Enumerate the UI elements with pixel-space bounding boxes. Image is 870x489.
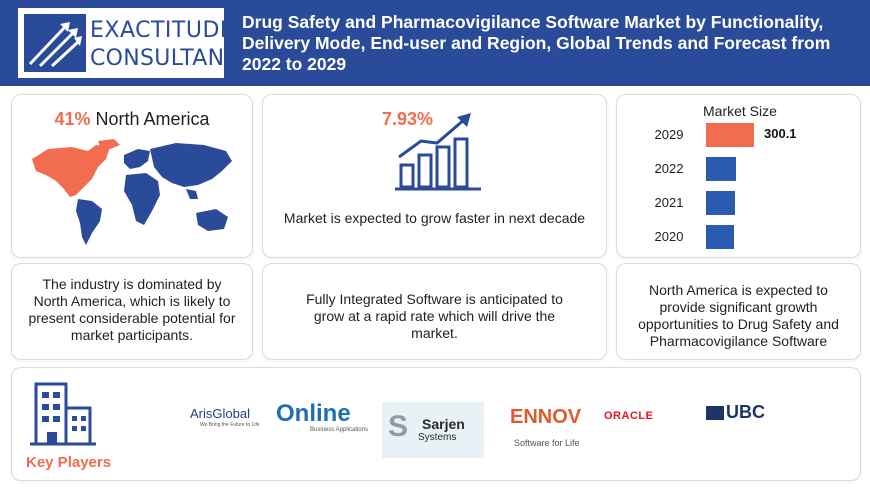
ubc-logo[interactable]: UBC [706,392,796,442]
bar-2021 [706,191,735,215]
region-share-card: 41% North America [11,94,253,258]
region-share-region: North America [95,109,210,129]
brand-name-line1: EXACTITUDE [90,18,235,43]
online-tagline: Business Applications [310,427,369,433]
sarjen-logo[interactable]: S Sarjen Systems [382,402,484,458]
cagr-value: 7.93% [382,109,434,129]
arisglobal-tagline: We Bring the Future to Life [200,422,260,428]
growth-chart-icon [395,113,481,191]
bar-2022 [706,157,736,181]
oracle-name: ORACLE [604,410,654,422]
bar-2020 [706,225,734,249]
header-banner: EXACTITUDE CONSULTANCY Drug Safety and P… [0,0,870,86]
bar-row-2021: 2021 [617,191,860,215]
bar-year-label: 2021 [654,195,684,210]
segment-card: Fully Integrated Software is anticipated… [262,263,607,360]
sarjen-s-mark: S [388,410,409,443]
building-icon [30,382,96,446]
opportunity-card: North America is expected to provide sig… [616,263,861,360]
arisglobal-name: ArisGlobal [190,406,250,421]
sarjen-tagline: Systems [418,432,457,443]
opportunity-text: North America is expected to provide sig… [638,282,839,349]
dominance-card: The industry is dominated by North Ameri… [11,263,253,360]
sarjen-name: Sarjen [422,416,465,432]
ubc-name: UBC [726,402,765,422]
world-map-icon [32,139,232,245]
growth-arrows-logo-icon [24,14,86,72]
region-share-heading: 41% North America [12,109,252,130]
brand-name-line2: CONSULTANCY [90,46,254,71]
bar-value-label: 300.1 [764,126,797,141]
page-title: Drug Safety and Pharmacovigilance Softwa… [242,12,831,74]
key-players-label: Key Players [26,454,112,471]
bar-year-label: 2022 [654,161,684,176]
ennov-name: ENNOV [510,406,582,428]
bar-row-2020: 2020 [617,225,860,249]
market-size-card: Market Size 2029 300.1 2022 2021 2020 [616,94,861,258]
online-logo[interactable]: Online Business Applications [274,392,374,442]
ennov-logo[interactable]: ENNOV Software for Life [510,400,582,460]
bar-year-label: 2020 [654,229,684,244]
key-players-card: Key Players ArisGlobal We Bring the Futu… [11,367,861,481]
bar-row-2022: 2022 [617,157,860,181]
ennov-tagline: Software for Life [514,438,580,448]
growth-caption: Market is expected to grow faster in nex… [283,210,586,226]
dominance-text: The industry is dominated by North Ameri… [28,276,236,343]
arisglobal-logo[interactable]: ArisGlobal We Bring the Future to Life [190,392,260,442]
bar-2029 [706,123,754,147]
online-name: Online [276,400,351,427]
oracle-logo[interactable]: ORACLE [600,392,672,442]
segment-text: Fully Integrated Software is anticipated… [306,291,563,341]
market-size-title: Market Size [703,103,777,119]
ubc-mark-icon [706,406,724,420]
bar-year-label: 2029 [654,127,684,142]
brand-logo[interactable]: EXACTITUDE CONSULTANCY [18,8,253,78]
bar-row-2029: 2029 300.1 [617,123,860,147]
region-share-percent: 41% [54,109,91,129]
growth-card: 7.93% Market is expected to grow faster … [262,94,607,258]
